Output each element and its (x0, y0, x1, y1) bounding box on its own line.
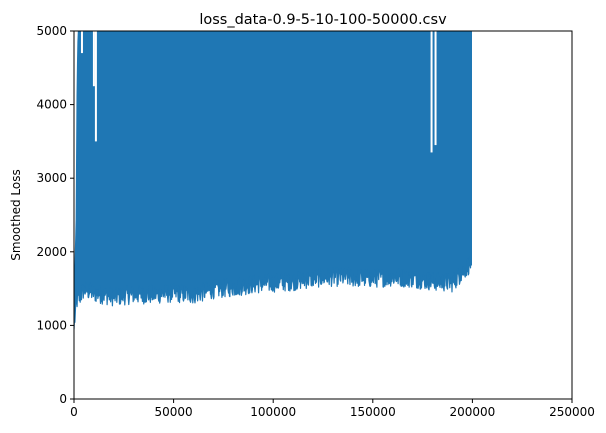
x-tick-label-2: 100000 (250, 405, 296, 419)
x-tick-label-4: 200000 (449, 405, 495, 419)
axes-spines (73, 30, 573, 400)
x-tick-label-1: 50000 (155, 405, 193, 419)
x-tick-label-5: 250000 (549, 405, 595, 419)
y-tick-label-4: 4000 (36, 98, 67, 112)
y-tick-label-1: 1000 (36, 318, 67, 332)
axes-frame (73, 30, 573, 400)
x-tick-label-0: 0 (70, 405, 78, 419)
x-axis: 0 50000 100000 150000 200000 250000 (70, 399, 595, 419)
series-gap-3 (430, 31, 433, 153)
series-line-0 (74, 31, 472, 330)
series-gap-1 (92, 31, 95, 87)
plot-area (74, 31, 472, 330)
y-axis-label: Smoothed Loss (9, 169, 23, 260)
y-tick-label-0: 0 (59, 392, 67, 406)
series-gap-0 (80, 31, 83, 54)
y-tick-label-5: 5000 (36, 24, 67, 38)
series-gap-2 (94, 31, 97, 142)
y-tick-label-3: 3000 (36, 171, 67, 185)
series-gap-4 (434, 31, 437, 146)
chart-title: loss_data-0.9-5-10-100-50000.csv (199, 12, 447, 28)
x-tick-label-3: 150000 (350, 405, 396, 419)
y-tick-label-2: 2000 (36, 245, 67, 259)
y-axis: 0 1000 2000 3000 4000 5000 (36, 24, 74, 406)
